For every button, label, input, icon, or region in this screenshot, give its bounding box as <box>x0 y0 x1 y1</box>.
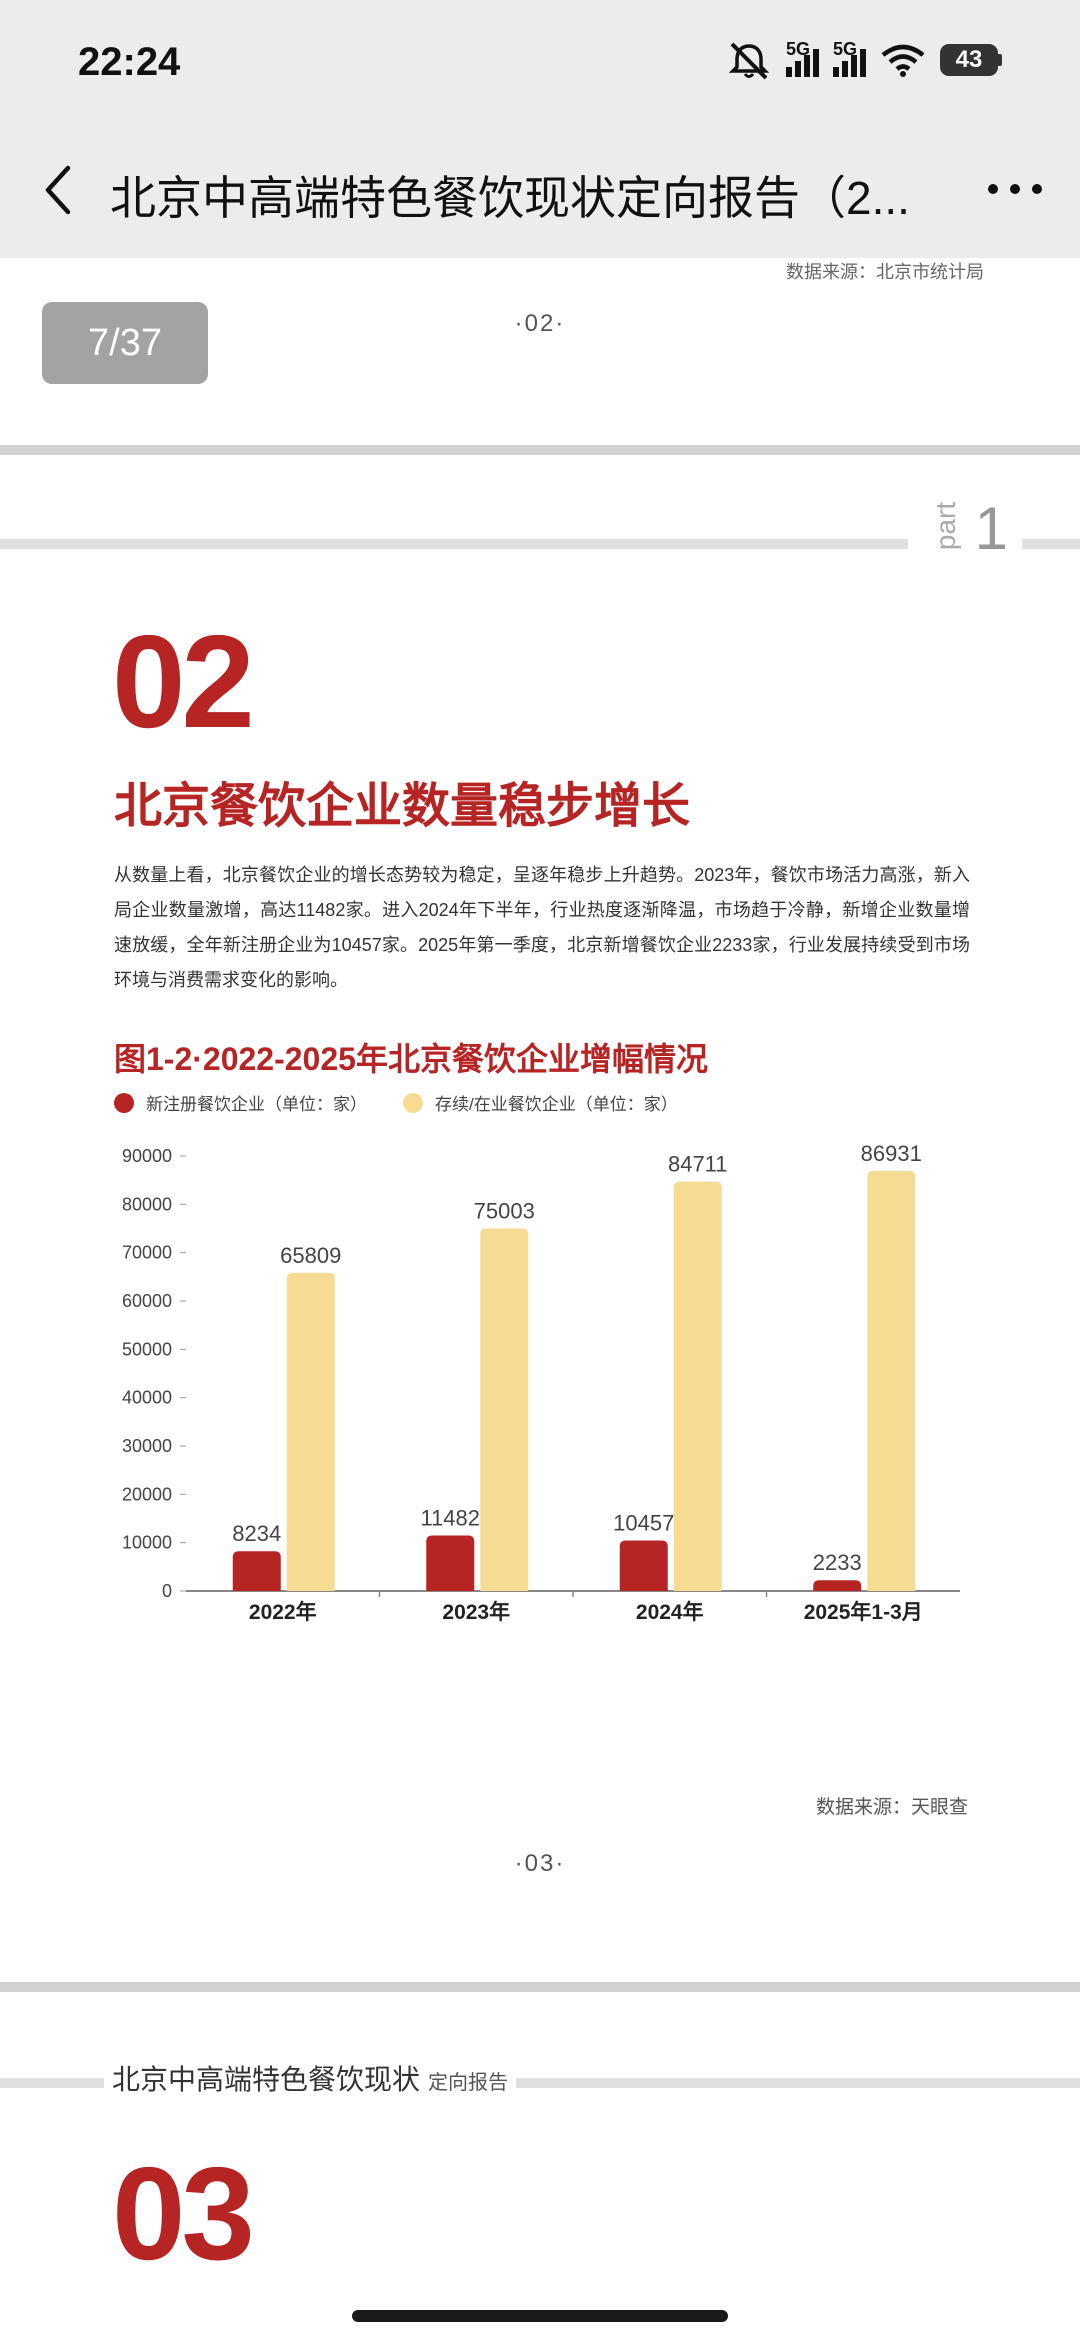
back-chevron-icon <box>45 165 71 215</box>
part-rule <box>0 539 1080 549</box>
bar-existing <box>480 1228 529 1591</box>
y-tick-label: 40000 <box>122 1388 172 1408</box>
y-tick-label: 20000 <box>122 1484 172 1504</box>
bar-existing <box>286 1272 335 1591</box>
bar-existing <box>867 1170 916 1591</box>
next-header-main: 北京中高端特色餐饮现状 <box>112 2063 421 2096</box>
data-label: 10457 <box>613 1510 674 1535</box>
bar-existing <box>673 1181 722 1591</box>
part-label: part 1 <box>908 498 1022 560</box>
app-header: 北京中高端特色餐饮现状定向报告（2... <box>0 120 1080 258</box>
page-separator <box>0 1982 1080 1992</box>
section-title: 北京餐饮企业数量稳步增长 <box>114 778 691 834</box>
section-number: 02 <box>112 608 255 755</box>
y-tick-label: 60000 <box>122 1291 172 1311</box>
legend-label-existing: 存续/在业餐饮企业（单位：家） <box>435 1095 678 1114</box>
status-icons: 5G 5G 43 <box>726 39 1002 80</box>
next-section-number: 03 <box>112 2140 255 2287</box>
battery-icon: 43 <box>940 44 1002 76</box>
y-tick-label: 50000 <box>122 1339 172 1359</box>
data-label: 2233 <box>813 1550 862 1575</box>
more-options-button[interactable] <box>980 164 1050 214</box>
status-time: 22:24 <box>78 40 181 84</box>
wifi-icon <box>881 44 925 77</box>
y-tick-label: 80000 <box>122 1194 172 1214</box>
document-title: 北京中高端特色餐饮现状定向报告（2... <box>110 172 910 224</box>
bar-new <box>813 1580 862 1591</box>
data-label: 11482 <box>420 1506 480 1531</box>
legend-swatch-new <box>114 1092 134 1113</box>
mute-icon <box>728 42 770 80</box>
bar-new <box>619 1540 668 1591</box>
battery-level: 43 <box>940 44 998 76</box>
signal-icon-sim1: 5G <box>786 39 819 77</box>
y-tick-label: 90000 <box>122 1146 172 1166</box>
legend-swatch-existing <box>403 1092 423 1113</box>
next-page-header: 北京中高端特色餐饮现状 定向报告 <box>104 2058 517 2098</box>
source-note-bottom: 数据来源：天眼查 <box>815 1797 968 1818</box>
status-bar: 22:24 5G 5G 43 <box>0 0 1080 120</box>
legend-item-new: 新注册餐饮企业（单位：家） <box>114 1090 367 1115</box>
page-number: ·02· <box>514 310 566 337</box>
chart-legend: 新注册餐饮企业（单位：家） 存续/在业餐饮企业（单位：家） <box>114 1090 714 1115</box>
document-viewer[interactable]: 数据来源：北京市统计局 7/37 ·02· part 1 02 北京餐饮企业数量… <box>0 258 1080 2339</box>
back-button[interactable] <box>28 160 88 220</box>
data-label: 65809 <box>280 1243 341 1268</box>
x-tick-label: 2023年 <box>442 1600 510 1624</box>
y-tick-label: 30000 <box>122 1436 172 1456</box>
y-tick-label: 70000 <box>122 1243 172 1263</box>
legend-item-existing: 存续/在业餐饮企业（单位：家） <box>403 1090 678 1115</box>
y-tick-label: 0 <box>162 1581 172 1601</box>
data-label: 8234 <box>232 1521 281 1546</box>
page-indicator: 7/37 <box>42 302 208 384</box>
sim2-label: 5G <box>833 39 858 59</box>
legend-label-new: 新注册餐饮企业（单位：家） <box>146 1095 367 1114</box>
source-note-top: 数据来源：北京市统计局 <box>786 262 984 282</box>
part-word: part <box>930 501 962 551</box>
bar-new <box>426 1535 475 1591</box>
bar-new <box>232 1551 281 1591</box>
sim1-label: 5G <box>786 39 811 59</box>
data-label: 75003 <box>474 1198 535 1223</box>
next-header-sub: 定向报告 <box>428 2072 509 2094</box>
y-tick-label: 10000 <box>122 1533 172 1553</box>
home-indicator[interactable] <box>352 2310 728 2322</box>
figure-title: 图1-2·2022-2025年北京餐饮企业增幅情况 <box>114 1041 708 1077</box>
x-tick-label: 2025年1-3月 <box>804 1600 923 1624</box>
data-label: 84711 <box>668 1152 728 1177</box>
page-separator <box>0 445 1080 455</box>
more-dots-icon <box>988 184 1042 194</box>
page-number: ·03· <box>514 1850 566 1877</box>
data-label: 86931 <box>861 1141 922 1166</box>
header-rule <box>0 2078 1080 2088</box>
x-tick-label: 2022年 <box>249 1600 317 1624</box>
bar-chart: 0 10000 20000 30000 40000 50000 60000 70000 8000… <box>122 1141 960 1624</box>
signal-icon-sim2: 5G <box>833 39 866 77</box>
part-number: 1 <box>974 495 1008 562</box>
body-paragraph: 从数量上看，北京餐饮企业的增长态势较为稳定，呈逐年稳步上升趋势。2023年，餐饮… <box>114 865 970 990</box>
x-tick-label: 2024年 <box>636 1600 704 1624</box>
